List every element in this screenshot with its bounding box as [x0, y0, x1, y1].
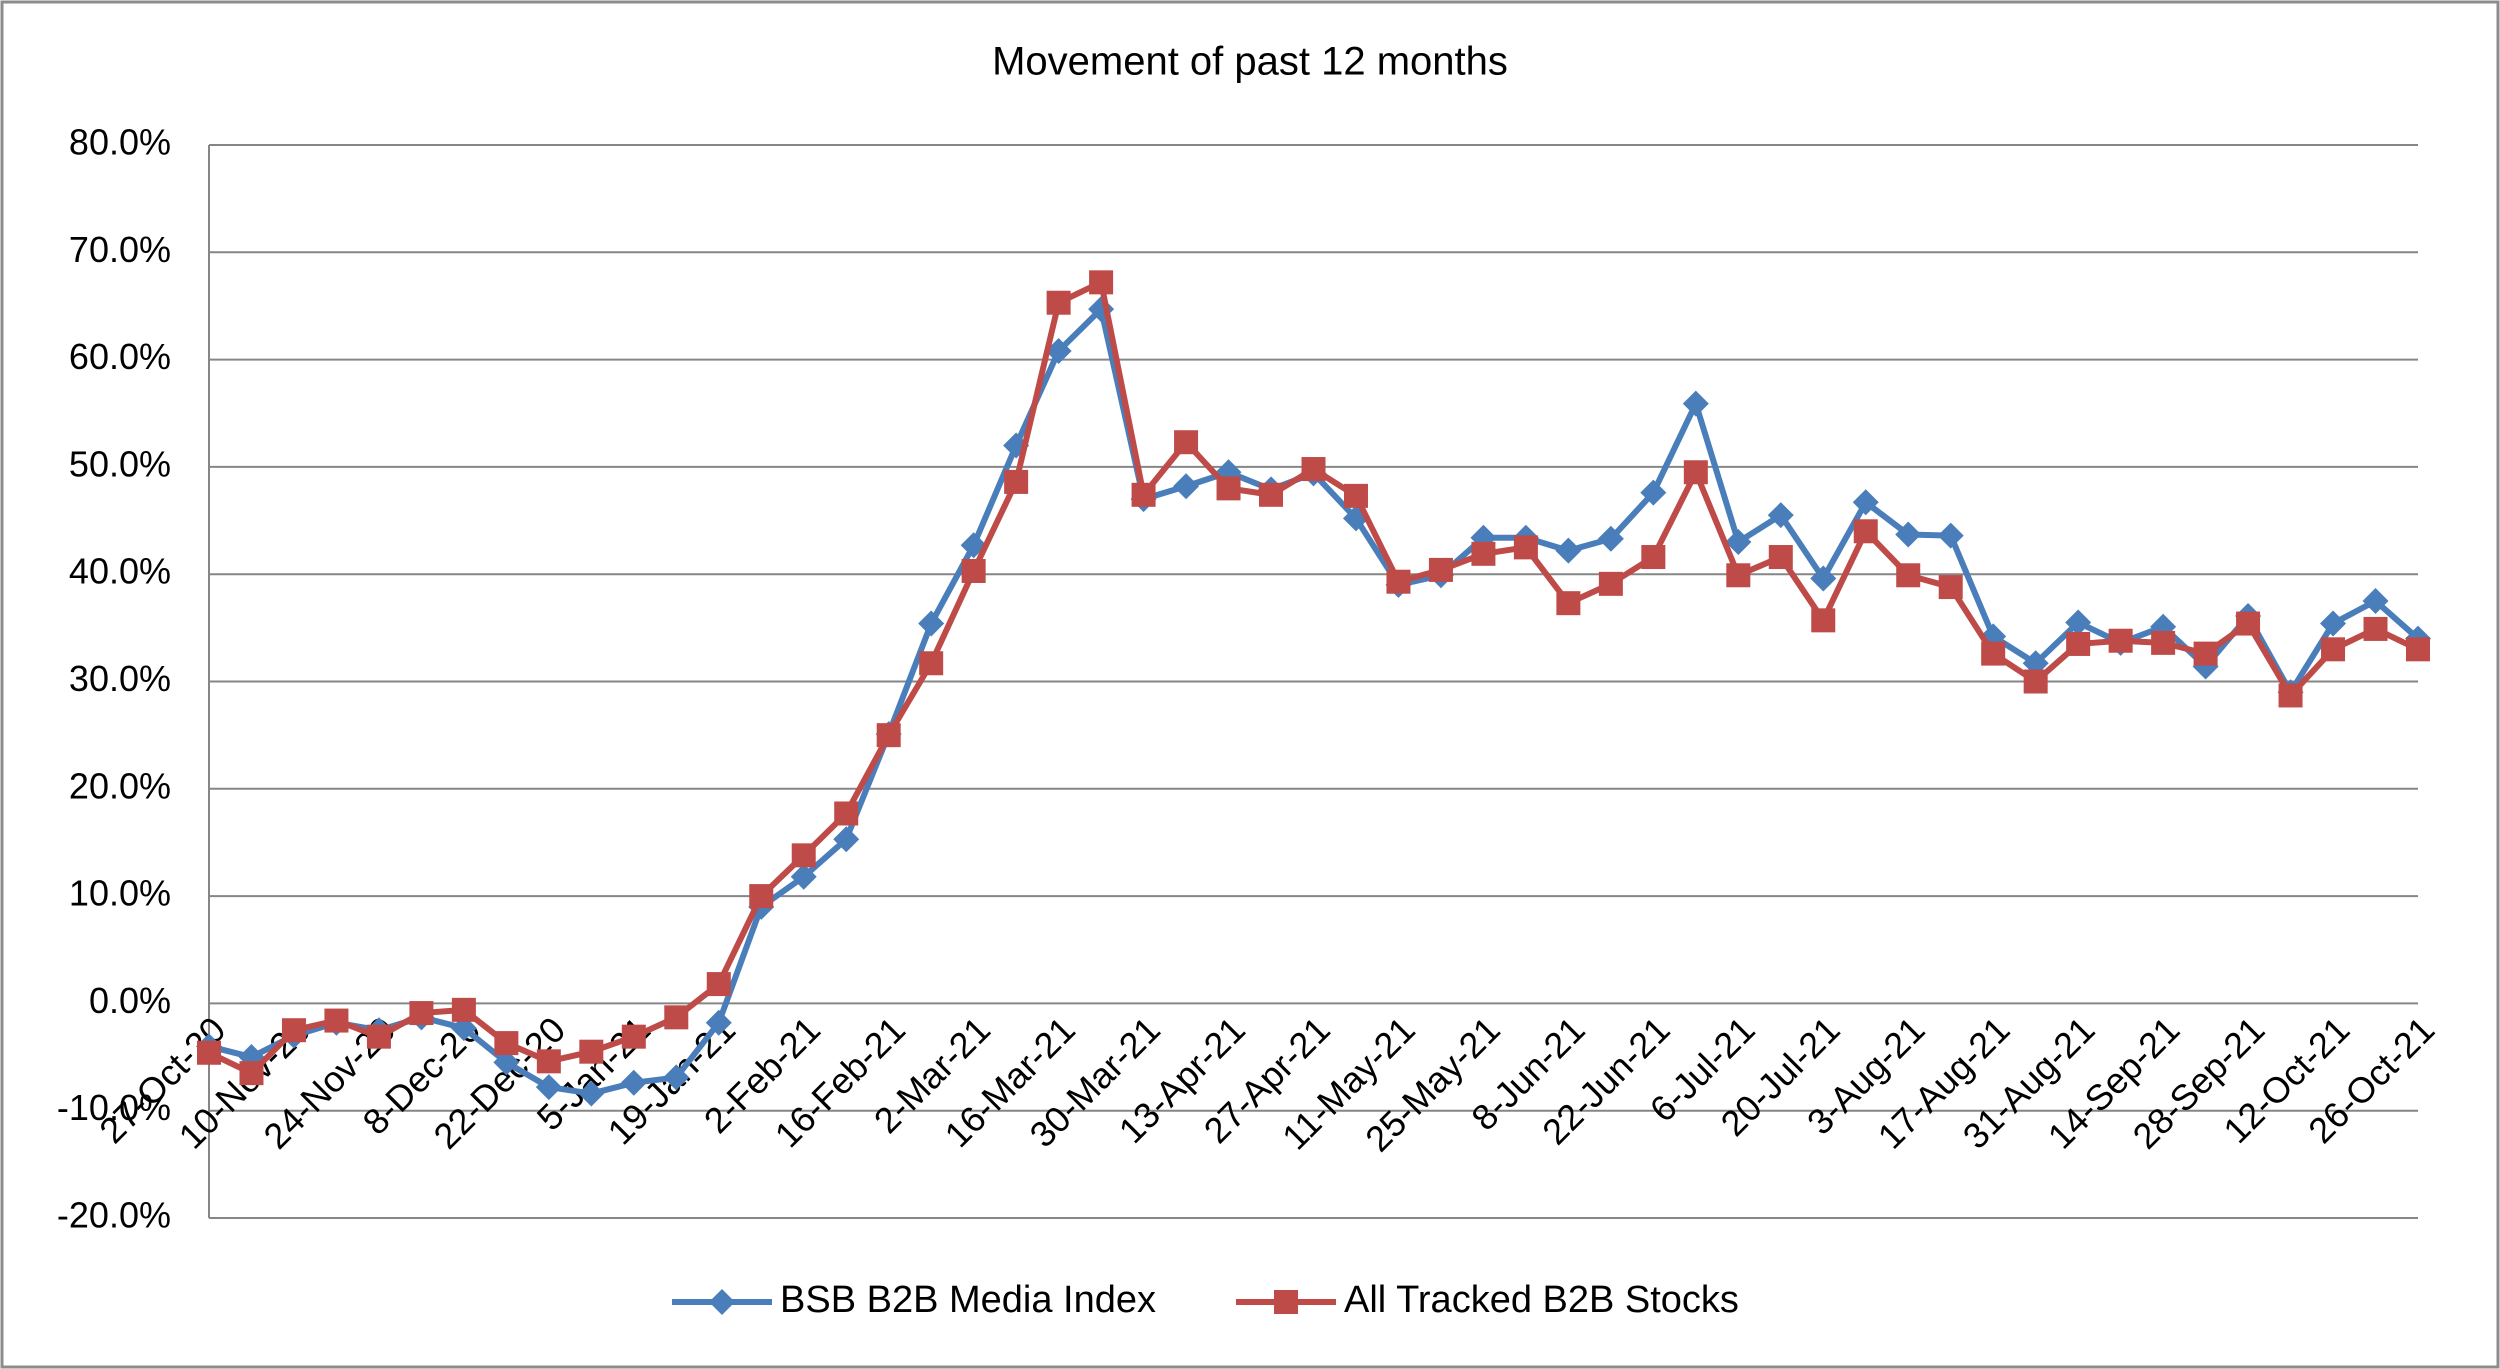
data-point	[1131, 482, 1156, 507]
data-point	[1895, 521, 1922, 548]
data-point	[1301, 457, 1326, 482]
data-point	[197, 1040, 221, 1065]
data-point	[2406, 637, 2430, 662]
y-tick-label: 0.0%	[89, 980, 171, 1021]
data-point	[1089, 270, 1114, 295]
data-point	[2066, 631, 2091, 656]
data-point	[1556, 591, 1581, 616]
data-point	[919, 651, 944, 676]
legend-item: All Tracked B2B Stocks	[1236, 1279, 1739, 1321]
y-tick-label: -20.0%	[57, 1195, 171, 1236]
data-point	[620, 1069, 647, 1096]
data-point	[1725, 529, 1752, 556]
data-point	[324, 1008, 349, 1033]
data-point	[579, 1039, 604, 1064]
data-point	[2108, 628, 2133, 653]
data-point	[1045, 338, 1072, 365]
data-point	[1853, 519, 1878, 544]
data-point	[1174, 430, 1199, 455]
data-point	[578, 1080, 605, 1107]
data-point	[2065, 609, 2092, 636]
data-point	[834, 801, 859, 826]
data-point	[2236, 611, 2261, 636]
legend-marker	[1274, 1290, 1298, 1314]
data-point	[1598, 571, 1623, 596]
y-tick-label: 20.0%	[69, 765, 171, 806]
data-point	[790, 863, 817, 890]
data-point	[1555, 537, 1582, 564]
data-point	[664, 1005, 689, 1030]
data-point	[1428, 557, 1453, 582]
data-point	[1343, 483, 1368, 508]
data-point	[1386, 569, 1411, 594]
y-tick-label: 30.0%	[69, 658, 171, 699]
data-point	[749, 884, 774, 909]
data-point	[1004, 469, 1029, 494]
data-point	[2278, 683, 2303, 708]
data-point	[1852, 489, 1879, 516]
legend-label: BSB B2B Media Index	[780, 1279, 1156, 1321]
y-tick-label: 40.0%	[69, 551, 171, 592]
data-point	[1726, 563, 1751, 588]
data-point	[2362, 588, 2389, 615]
data-point	[1767, 502, 1794, 529]
data-point	[366, 1024, 391, 1049]
data-point	[494, 1031, 519, 1056]
y-tick-label: 60.0%	[69, 336, 171, 377]
data-point	[2321, 637, 2346, 662]
data-point	[706, 972, 731, 997]
data-point	[2151, 630, 2176, 655]
data-point	[1259, 482, 1284, 507]
y-tick-label: -10.0%	[57, 1087, 171, 1128]
data-point	[1981, 641, 2006, 666]
data-point	[876, 723, 901, 748]
chart-title: Movement of past 12 months	[992, 40, 1508, 84]
data-point	[409, 1001, 434, 1026]
y-tick-label: 70.0%	[69, 229, 171, 270]
data-point	[1173, 473, 1200, 500]
data-point	[1937, 522, 1964, 549]
legend-marker	[709, 1289, 735, 1315]
y-tick-label: 50.0%	[69, 443, 171, 484]
data-point	[621, 1024, 646, 1049]
data-point	[451, 997, 476, 1022]
data-point	[1811, 608, 1836, 633]
data-point	[2193, 641, 2218, 666]
data-point	[833, 826, 860, 853]
data-point	[536, 1049, 561, 1074]
data-point	[1046, 290, 1071, 315]
data-point	[1896, 563, 1921, 588]
data-point	[663, 1064, 690, 1091]
data-point	[1682, 390, 1709, 417]
data-point	[1513, 535, 1538, 560]
legend-item: BSB B2B Media Index	[672, 1279, 1156, 1321]
data-point	[705, 1009, 732, 1036]
data-point	[1938, 575, 1963, 600]
data-point	[493, 1049, 520, 1076]
data-point	[791, 843, 816, 868]
data-point	[281, 1018, 306, 1043]
data-point	[1471, 541, 1496, 566]
series	[197, 270, 2430, 1086]
data-point	[1768, 545, 1793, 570]
data-point	[535, 1074, 562, 1101]
y-tick-label: 10.0%	[69, 873, 171, 914]
data-point	[1641, 545, 1666, 570]
legend-label: All Tracked B2B Stocks	[1344, 1279, 1739, 1321]
data-point	[239, 1061, 264, 1086]
data-point	[1683, 460, 1708, 485]
data-point	[961, 558, 986, 583]
data-point	[2320, 610, 2347, 637]
data-point	[2023, 669, 2048, 694]
data-point	[2363, 616, 2388, 641]
data-point	[1216, 476, 1241, 501]
data-point	[1640, 479, 1667, 506]
y-tick-label: 80.0%	[69, 122, 171, 163]
data-point	[1597, 525, 1624, 552]
data-point	[1810, 565, 1837, 592]
data-point	[918, 610, 945, 637]
